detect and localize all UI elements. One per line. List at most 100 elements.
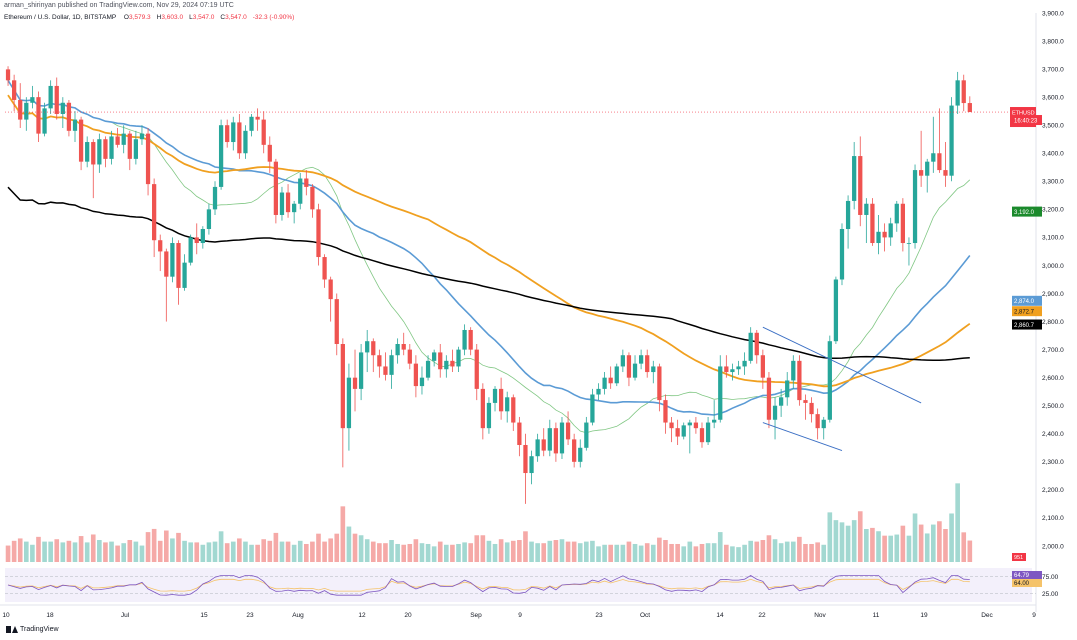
volume-bar — [565, 541, 571, 562]
volume-bar — [291, 544, 297, 562]
candle-body — [127, 133, 132, 159]
volume-bar — [218, 531, 224, 562]
candle-body — [529, 456, 534, 474]
x-tick-label: 10 — [2, 612, 10, 619]
candle-body — [133, 139, 139, 159]
volume-bar — [596, 546, 601, 562]
candle-body — [876, 231, 881, 244]
volume-bar — [535, 543, 540, 562]
volume-bar — [827, 512, 833, 562]
volume-bar — [778, 543, 784, 562]
volume-bar — [188, 542, 193, 562]
y-tick-label: 2,400.0 — [1042, 431, 1064, 438]
candle-body — [164, 251, 169, 277]
volume-bar — [11, 540, 17, 562]
volume-bar — [839, 522, 845, 562]
candle-body — [961, 80, 966, 104]
candle-body — [778, 397, 784, 406]
volume-bar — [370, 541, 376, 562]
volume-bar — [328, 538, 333, 562]
candle-body — [535, 439, 540, 457]
candle-body — [614, 366, 619, 384]
candle-body — [243, 130, 248, 154]
volume-bar — [5, 545, 11, 562]
volume-bar — [766, 535, 772, 562]
volume-bar — [523, 531, 528, 562]
candle-body — [304, 178, 309, 187]
ma-black-line — [7, 186, 970, 361]
volume-bar — [23, 541, 29, 562]
x-tick-label: Sep — [470, 612, 482, 619]
candle-body — [468, 329, 473, 350]
candle-body — [553, 428, 559, 454]
volume-bar — [815, 542, 820, 562]
volume-bar — [681, 546, 687, 562]
candle-body — [517, 422, 522, 445]
candle-body — [60, 102, 65, 114]
candle-body — [839, 228, 845, 280]
candle-body — [760, 355, 765, 378]
y-tick-label: 2,800.0 — [1042, 319, 1064, 326]
volume-bar — [906, 535, 912, 562]
candle-body — [170, 243, 175, 277]
candle-body — [937, 153, 942, 171]
volume-bar — [614, 544, 620, 562]
candle-body — [785, 380, 790, 398]
x-tick-label: 9 — [518, 612, 522, 619]
candle-body — [48, 85, 53, 109]
volume-bar — [78, 536, 84, 562]
ohlc-item: L3,547.0 — [189, 14, 215, 21]
volume-bar — [121, 543, 127, 562]
volume-bar — [803, 543, 808, 562]
volume-bar — [109, 541, 114, 562]
candle-body — [231, 122, 236, 143]
candle-body — [797, 360, 802, 401]
tradingview-logo-icon — [6, 626, 18, 633]
x-tick-label: Dec — [981, 612, 993, 619]
candle-body — [864, 203, 869, 215]
candle-body — [158, 240, 163, 252]
candle-body — [188, 237, 193, 263]
tradingview-footer[interactable]: TradingView — [6, 626, 59, 633]
candle-body — [833, 279, 839, 342]
volume-bar — [644, 543, 650, 562]
volume-bar — [389, 540, 394, 562]
volume-bar — [170, 538, 175, 562]
x-tick-label: 22 — [758, 612, 766, 619]
candle-body — [365, 341, 370, 353]
volume-bar — [285, 541, 291, 562]
y-tick-label: 3,900.0 — [1042, 10, 1064, 17]
y-tick-label: 2,100.0 — [1042, 515, 1064, 522]
candle-body — [572, 439, 577, 462]
x-tick-label: 15 — [200, 612, 208, 619]
y-tick-label: 2,600.0 — [1042, 375, 1064, 382]
symbol-title: Ethereum / U.S. Dollar, 1D, BITSTAMP — [4, 14, 117, 21]
volume-bar — [961, 532, 967, 562]
volume-bar — [711, 543, 717, 562]
volume-bar — [675, 543, 680, 562]
candle-body — [931, 153, 936, 162]
volume-bar — [151, 528, 157, 562]
volume-bar — [626, 541, 632, 562]
rsi-value-label: 64.00 — [1014, 581, 1030, 587]
x-tick-label: 14 — [716, 612, 724, 619]
candle-body — [888, 223, 893, 238]
volume-bar — [888, 535, 894, 562]
candle-body — [498, 388, 504, 412]
y-tick-label: 2,700.0 — [1042, 347, 1064, 354]
volume-bar — [918, 524, 924, 562]
volume-bar — [450, 544, 455, 562]
volume-bar — [145, 532, 151, 562]
candle-body — [486, 402, 492, 429]
volume-bar — [243, 541, 248, 562]
candle-body — [285, 192, 291, 213]
volume-bar — [602, 544, 607, 562]
candle-body — [249, 116, 254, 131]
candle-body — [267, 144, 272, 162]
candle-body — [85, 142, 90, 162]
volume-bar — [851, 520, 857, 562]
candle-body — [152, 184, 157, 241]
volume-bar — [943, 529, 948, 562]
volume-bar — [237, 538, 242, 562]
